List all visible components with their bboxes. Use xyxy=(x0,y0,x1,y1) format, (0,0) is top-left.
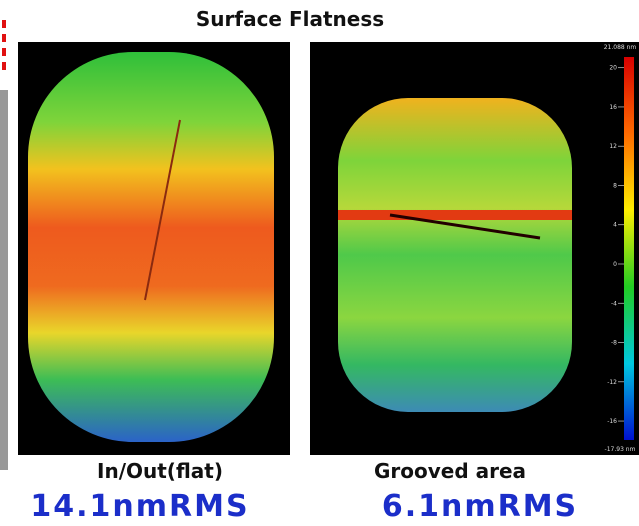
colorbar-tick-label: 0 xyxy=(613,261,617,268)
groove xyxy=(338,210,572,220)
colorbar-tick-label: -16 xyxy=(607,418,617,425)
panel-label: In/Out(flat) xyxy=(97,459,223,483)
colorbar-tick-label: -4 xyxy=(611,300,617,307)
title: Surface Flatness xyxy=(196,7,384,31)
left-map xyxy=(28,52,274,442)
right-map xyxy=(338,98,572,412)
colorbar-max: 21.088 nm xyxy=(604,44,637,51)
rms-value: 14.1nmRMS xyxy=(30,489,249,524)
colorbar-tick-label: 4 xyxy=(613,222,617,229)
edge-strip xyxy=(0,90,8,470)
colorbar-tick-label: 16 xyxy=(609,104,617,111)
colorbar-tick-label: 12 xyxy=(609,143,617,150)
colorbar-tick-label: -12 xyxy=(607,379,617,386)
colorbar-min: -17.93 nm xyxy=(605,446,636,453)
colorbar xyxy=(624,57,634,440)
slide: Surface Flatness In/Out(flat) Grooved ar… xyxy=(0,0,639,526)
colorbar-tick-label: -8 xyxy=(611,340,617,347)
colorbar-tick-label: 8 xyxy=(613,182,617,189)
colorbar-tick-label: 20 xyxy=(609,65,617,72)
rms-value: 6.1nmRMS xyxy=(382,489,578,524)
panel-label: Grooved area xyxy=(374,459,526,483)
